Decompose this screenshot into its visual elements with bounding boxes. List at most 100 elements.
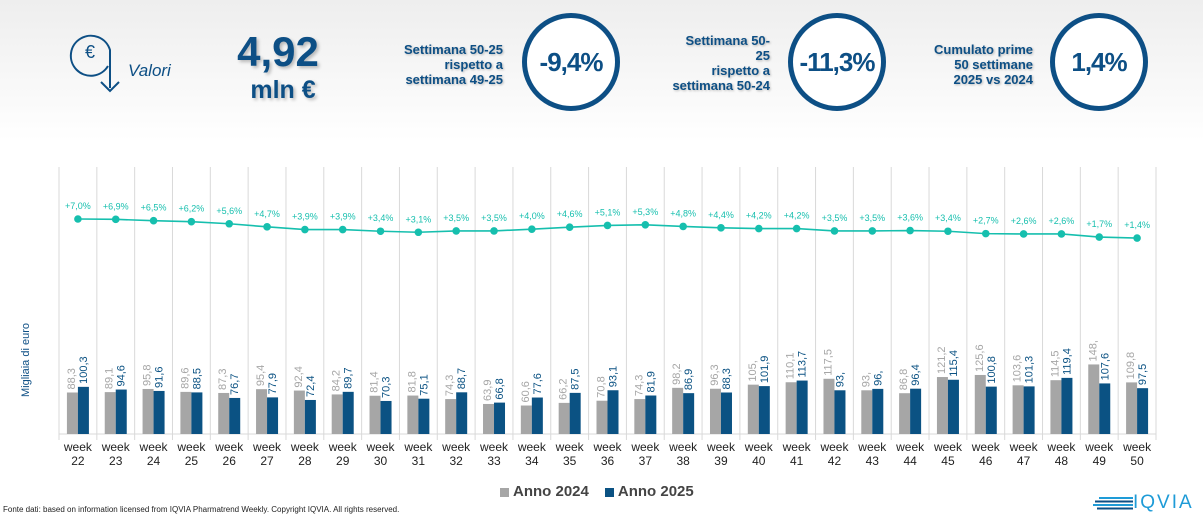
bar-label-2025: 70,3 bbox=[381, 377, 393, 398]
category-label: week bbox=[1009, 440, 1039, 454]
category-label-number: 29 bbox=[336, 454, 350, 468]
bar-label-2025: 89,7 bbox=[343, 367, 355, 388]
line-point-label: +4,2% bbox=[784, 211, 810, 221]
line-point-label: +3,5% bbox=[481, 213, 507, 223]
bar-2025 bbox=[456, 392, 468, 434]
category-label-number: 32 bbox=[450, 454, 464, 468]
bar-label-2024: 92,4 bbox=[293, 366, 305, 387]
category-label: week bbox=[290, 440, 320, 454]
bar-2025 bbox=[683, 393, 695, 434]
bar-2024 bbox=[1088, 364, 1100, 434]
category-label-number: 23 bbox=[109, 454, 123, 468]
line-point bbox=[187, 217, 196, 226]
category-label-number: 39 bbox=[714, 454, 728, 468]
bar-2024 bbox=[66, 392, 78, 434]
legend: Anno 2024 Anno 2025 bbox=[500, 483, 694, 500]
bar-2025 bbox=[1061, 377, 1073, 434]
bar-label-2024: 81,8 bbox=[406, 371, 418, 392]
line-point-label: +1,4% bbox=[1124, 220, 1150, 230]
line-point-label: +3,9% bbox=[330, 212, 356, 222]
y-axis-label: Migliaia di euro bbox=[20, 323, 32, 397]
bar-label-2025: 66,8 bbox=[494, 378, 506, 399]
bar-2024 bbox=[1126, 382, 1138, 434]
line-point-label: +4,7% bbox=[254, 209, 280, 219]
line-point-label: +3,9% bbox=[292, 212, 318, 222]
bar-2024 bbox=[785, 382, 797, 434]
bar-label-2024: 87,3 bbox=[217, 369, 229, 390]
bar-label-2025: 101,9 bbox=[759, 356, 771, 384]
bar-label-2025: 93, bbox=[834, 372, 846, 387]
bar-label-2024: 66,2 bbox=[558, 378, 570, 399]
bar-label-2025: 96,4 bbox=[910, 364, 922, 385]
bar-2024 bbox=[936, 377, 948, 434]
bar-2024 bbox=[861, 390, 873, 434]
line-point bbox=[906, 226, 914, 235]
bar-2025 bbox=[1137, 388, 1149, 434]
bar-label-2025: 100,8 bbox=[986, 356, 998, 384]
bar-2024 bbox=[1050, 380, 1062, 434]
line-point-label: +3,6% bbox=[897, 213, 923, 223]
category-label: week bbox=[328, 440, 358, 454]
category-label-number: 37 bbox=[639, 454, 653, 468]
bar-label-2024: 95,8 bbox=[142, 365, 154, 386]
category-label-number: 22 bbox=[71, 454, 85, 468]
kpi-label-week-vs-lastyear: Settimana 50- 25 rispetto a settimana 50… bbox=[672, 33, 770, 93]
bar-2025 bbox=[304, 399, 316, 434]
bar-2025 bbox=[569, 392, 581, 434]
line-point-label: +2,6% bbox=[1049, 216, 1075, 226]
line-point bbox=[603, 221, 612, 230]
line-point-label: +2,6% bbox=[1011, 216, 1037, 226]
category-label-number: 36 bbox=[601, 454, 615, 468]
bar-label-2025: 94,6 bbox=[116, 365, 128, 386]
bar-label-2024: 93, bbox=[860, 372, 872, 387]
line-point bbox=[149, 216, 158, 225]
bar-label-2024: 89,6 bbox=[179, 367, 191, 388]
svg-text:€: € bbox=[85, 42, 95, 62]
kpi-label-week-vs-prev: Settimana 50-25 rispetto a settimana 49-… bbox=[404, 42, 503, 87]
category-label: week bbox=[1122, 440, 1152, 454]
bar-2025 bbox=[153, 390, 165, 434]
category-label-number: 38 bbox=[676, 454, 690, 468]
category-label: week bbox=[971, 440, 1001, 454]
bar-2025 bbox=[985, 386, 997, 434]
kpi-circle-cumulative: 1,4% bbox=[1050, 13, 1148, 111]
category-label: week bbox=[630, 440, 660, 454]
line-point-label: +2,7% bbox=[973, 216, 999, 226]
bar-2024 bbox=[369, 395, 381, 434]
bar-label-2025: 96, bbox=[872, 371, 884, 386]
bar-label-2025: 88,7 bbox=[456, 368, 468, 389]
bar-2024 bbox=[483, 403, 495, 434]
line-point-label: +5,1% bbox=[595, 207, 621, 217]
bar-2025 bbox=[342, 391, 354, 434]
bar-2024 bbox=[520, 405, 532, 434]
bar-2024 bbox=[823, 378, 835, 434]
line-point-label: +4,8% bbox=[670, 208, 696, 218]
bar-2024 bbox=[596, 400, 608, 434]
category-label-number: 33 bbox=[487, 454, 501, 468]
legend-swatch-2024 bbox=[500, 487, 509, 497]
bar-2025 bbox=[115, 389, 127, 434]
bar-label-2024: 60,6 bbox=[520, 381, 532, 402]
category-label: week bbox=[101, 440, 131, 454]
line-point-label: +4,0% bbox=[519, 211, 545, 221]
bar-label-2025: 107,6 bbox=[1099, 353, 1111, 381]
category-label: week bbox=[819, 440, 849, 454]
line-point-label: +4,2% bbox=[746, 211, 772, 221]
bar-2024 bbox=[709, 388, 721, 434]
category-label-number: 43 bbox=[866, 454, 880, 468]
bar-2024 bbox=[974, 374, 986, 434]
category-label: week bbox=[403, 440, 433, 454]
bar-2025 bbox=[1099, 383, 1111, 434]
kpi-label-cumulative: Cumulato prime 50 settimane 2025 vs 2024 bbox=[934, 42, 1033, 87]
bar-label-2024: 74,3 bbox=[444, 375, 456, 396]
line-point-label: +3,4% bbox=[368, 213, 394, 223]
bar-2024 bbox=[672, 387, 684, 434]
category-label: week bbox=[933, 440, 963, 454]
line-point bbox=[338, 225, 347, 234]
line-point bbox=[792, 224, 801, 233]
legend-item-2024: Anno 2024 bbox=[500, 483, 589, 500]
category-label: week bbox=[252, 440, 282, 454]
bar-label-2024: 70,8 bbox=[596, 376, 608, 397]
line-point bbox=[717, 224, 725, 232]
bar-label-2025: 75,1 bbox=[418, 374, 430, 395]
